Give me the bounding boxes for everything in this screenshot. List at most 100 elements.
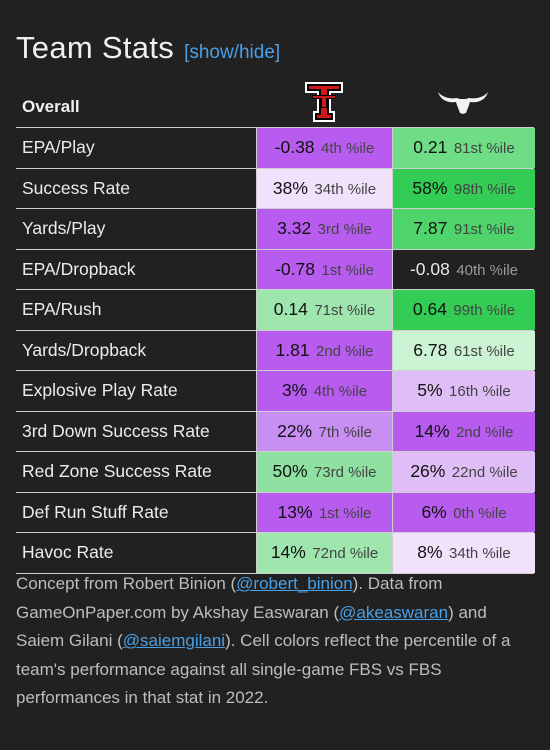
texas-stat-cell: 5% 16th %ile: [392, 371, 535, 411]
robert-binion-link[interactable]: @robert_binion: [236, 574, 353, 593]
stat-value: 38%: [272, 177, 308, 198]
texas-stat-cell: -0.08 40th %ile: [392, 249, 535, 289]
percentile-text: 1st %ile: [318, 504, 372, 522]
stat-value: 58%: [412, 177, 448, 198]
stat-value: 13%: [277, 501, 313, 522]
stat-value: 3.32: [277, 218, 312, 238]
table-row: 3rd Down Success Rate 22% 7th %ile 14% 2nd…: [16, 411, 535, 452]
show-hide-toggle[interactable]: [show/hide]: [184, 42, 281, 63]
stat-value: 50%: [272, 461, 308, 481]
section-label: Overall: [22, 97, 80, 116]
table-row: Success Rate 38% 34th %ile 58% 98th %ile: [16, 168, 535, 209]
stat-label: EPA/Play: [22, 137, 95, 157]
percentile-text: 34th %ile: [449, 545, 511, 562]
percentile-text: 61st %ile: [453, 342, 515, 360]
texas-tech-stat-cell: 50% 73rd %ile: [256, 452, 392, 492]
percentile-text: 7th %ile: [318, 423, 372, 441]
stat-value: 22%: [277, 420, 313, 441]
percentile-text: 2nd %ile: [315, 342, 374, 360]
percentile-text: 0th %ile: [453, 504, 507, 522]
percentile-text: 73rd %ile: [313, 464, 377, 481]
stat-label: Yards/Dropback: [22, 339, 147, 360]
longhorn-logo-icon: [392, 78, 534, 126]
percentile-text: 71st %ile: [314, 302, 376, 319]
texas-stat-cell: 7.87 91st %ile: [392, 209, 535, 249]
stat-value: -0.08: [409, 258, 450, 279]
table-row: Explosive Play Rate 3% 4th %ile 5% 16th %i…: [16, 371, 535, 412]
table-row: Yards/Dropback 1.81 2nd %ile 6.78 61st %il…: [16, 330, 535, 371]
stat-value: 0.14: [273, 299, 308, 319]
stat-value: 0.21: [413, 137, 448, 157]
percentile-text: 4th %ile: [320, 140, 375, 157]
texas-tech-stat-cell: 3% 4th %ile: [256, 371, 392, 411]
footnote-text: Concept from Robert Binion (: [16, 574, 237, 593]
stat-value: 14%: [414, 420, 450, 441]
stat-value: 14%: [270, 542, 306, 562]
stat-value: 3%: [281, 380, 308, 400]
stat-value: 0.64: [412, 299, 447, 319]
stat-label: Explosive Play Rate: [22, 380, 178, 400]
texas-stat-cell: 8% 34th %ile: [392, 533, 535, 573]
texas-tech-double-t-logo-icon: [256, 78, 391, 126]
stat-label: EPA/Rush: [22, 299, 102, 319]
table-row: EPA/Dropback -0.78 1st %ile -0.08 40th %il…: [16, 249, 535, 290]
texas-tech-stat-cell: 1.81 2nd %ile: [256, 330, 392, 370]
table-row: EPA/Rush 0.14 71st %ile 0.64 99th %ile: [16, 290, 535, 331]
stat-label: Yards/Play: [22, 218, 106, 238]
texas-stat-cell: 0.64 99th %ile: [392, 290, 535, 330]
akeaswaran-link[interactable]: @akeaswaran: [339, 602, 449, 622]
stats-table: EPA/Play -0.38 4th %ile 0.21 81st %ile Succ…: [16, 127, 535, 574]
texas-stat-cell: 6% 0th %ile: [392, 492, 535, 532]
texas-tech-stat-cell: 13% 1st %ile: [256, 492, 392, 532]
percentile-text: 1st %ile: [321, 261, 374, 279]
table-row: Havoc Rate 14% 72nd %ile 8% 34th %ile: [16, 533, 535, 574]
texas-tech-stat-cell: -0.38 4th %ile: [256, 128, 392, 168]
texas-stat-cell: 26% 22nd %ile: [392, 452, 535, 492]
percentile-text: 16th %ile: [449, 383, 511, 400]
table-header: Overall: [16, 78, 534, 128]
texas-tech-stat-cell: 14% 72nd %ile: [256, 533, 392, 573]
stat-value: 26%: [410, 461, 446, 481]
texas-tech-stat-cell: 38% 34th %ile: [256, 168, 392, 208]
stat-value: 6.78: [413, 339, 448, 360]
stat-value: 8%: [417, 542, 443, 562]
percentile-text: 99th %ile: [453, 302, 516, 319]
stat-label: 3rd Down Success Rate: [22, 420, 210, 441]
stat-value: 5%: [417, 380, 443, 400]
page-title: Team Stats: [16, 30, 175, 65]
stat-label: Havoc Rate: [22, 542, 114, 562]
percentile-text: 2nd %ile: [455, 423, 514, 441]
footnote-text: ). Cell colors reflect the percentile of…: [16, 631, 511, 707]
percentile-text: 22nd %ile: [451, 464, 518, 481]
saiemgilani-link[interactable]: @saiemgilani: [122, 631, 226, 650]
texas-stat-cell: 14% 2nd %ile: [392, 411, 535, 451]
table-row: Def Run Stuff Rate 13% 1st %ile 6% 0th %il…: [16, 492, 535, 533]
stat-value: -0.78: [275, 258, 315, 279]
table-row: Yards/Play 3.32 3rd %ile 7.87 91st %ile: [16, 209, 535, 250]
footnote-text: ). Data from GameOnPaper.com by Akshay E…: [16, 574, 443, 622]
stat-value: 6%: [421, 501, 447, 522]
percentile-text: 3rd %ile: [317, 221, 372, 238]
texas-tech-stat-cell: 22% 7th %ile: [256, 411, 392, 451]
percentile-text: 34th %ile: [314, 180, 377, 198]
stat-label: EPA/Dropback: [22, 258, 136, 279]
stat-label: Def Run Stuff Rate: [22, 501, 169, 522]
stat-label: Success Rate: [22, 177, 130, 198]
title-row: Team Stats [show/hide]: [16, 30, 280, 70]
percentile-text: 4th %ile: [313, 383, 368, 400]
table-row: Red Zone Success Rate 50% 73rd %ile 26% 22…: [16, 452, 535, 493]
texas-stat-cell: 0.21 81st %ile: [392, 128, 535, 168]
texas-tech-stat-cell: -0.78 1st %ile: [256, 249, 392, 289]
texas-stat-cell: 6.78 61st %ile: [392, 330, 535, 370]
percentile-text: 72nd %ile: [312, 545, 379, 562]
percentile-text: 91st %ile: [453, 221, 515, 238]
percentile-text: 40th %ile: [456, 261, 519, 279]
stat-value: 7.87: [413, 218, 448, 238]
texas-stat-cell: 58% 98th %ile: [392, 168, 535, 208]
stat-label: Red Zone Success Rate: [22, 461, 212, 481]
table-row: EPA/Play -0.38 4th %ile 0.21 81st %ile: [16, 128, 535, 169]
footnote-text: ) and Saiem Gilani (: [16, 602, 487, 651]
stat-value: 1.81: [275, 339, 310, 360]
percentile-text: 81st %ile: [453, 140, 515, 157]
stat-value: -0.38: [274, 137, 315, 157]
